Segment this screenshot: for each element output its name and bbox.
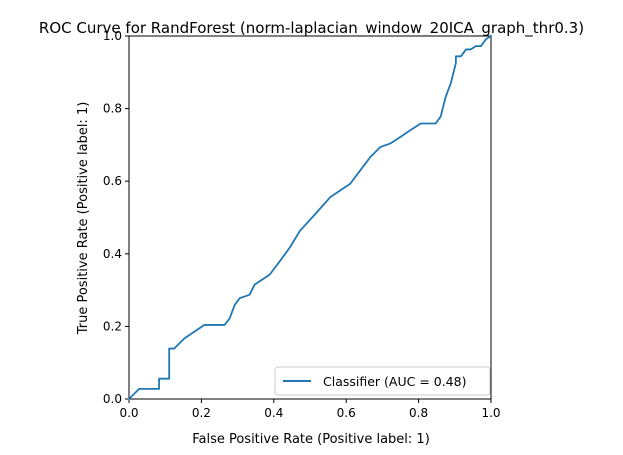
x-tick-label: 0.2 (192, 406, 211, 420)
legend-frame (274, 366, 491, 396)
y-tick-label: 0.6 (103, 174, 122, 188)
y-tick-label: 0.8 (103, 102, 122, 116)
x-tick-label: 0.8 (409, 406, 428, 420)
y-axis-ticks: 0.0 0.2 0.4 0.6 0.8 1.0 (103, 29, 129, 406)
roc-curve-line (127, 34, 493, 401)
y-tick-label: 1.0 (103, 29, 122, 43)
plot-area (128, 35, 492, 400)
x-tick-label: 0.0 (119, 406, 138, 420)
x-tick-label: 0.6 (337, 406, 356, 420)
y-tick-label: 0.4 (103, 247, 122, 261)
legend-entry-classifier: Classifier (AUC = 0.48) (323, 374, 466, 389)
x-axis-label: False Positive Rate (Positive label: 1) (192, 432, 430, 447)
axes-frame (128, 35, 492, 400)
series-layer (127, 34, 493, 401)
chart-title: ROC Curve for RandForest (norm-laplacian… (39, 19, 584, 38)
x-tick-label: 0.4 (264, 406, 283, 420)
y-tick-label: 0.0 (103, 392, 122, 406)
y-axis-label: True Positive Rate (Positive label: 1) (76, 102, 91, 336)
x-tick-label: 1.0 (481, 406, 500, 420)
y-tick-label: 0.2 (103, 319, 122, 333)
x-axis-ticks: 0.0 0.2 0.4 0.6 0.8 1.0 (119, 399, 501, 420)
legend: Classifier (AUC = 0.48) (274, 366, 491, 396)
